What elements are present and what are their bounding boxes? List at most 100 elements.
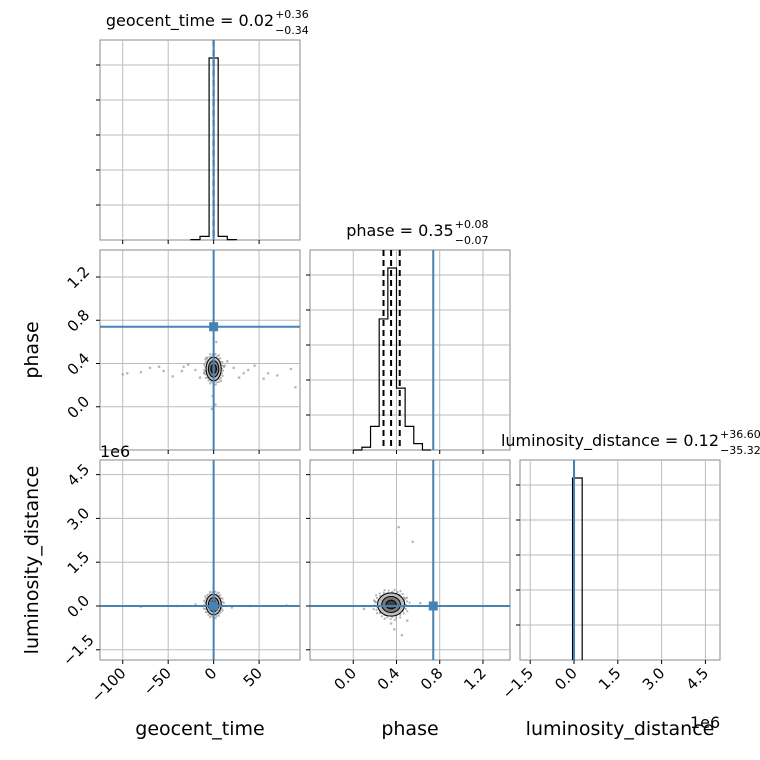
- y-tick-label-luminosity_distance: 4.5: [64, 460, 94, 490]
- x-tick-label-luminosity_distance: 1.5: [595, 664, 625, 694]
- scatter-point: [382, 591, 385, 594]
- scatter-point: [208, 590, 212, 594]
- truth-marker: [428, 601, 438, 611]
- panel-geocent_time-vs-phase: [99, 249, 301, 451]
- y-tick-label-luminosity_distance: 3.0: [64, 504, 94, 534]
- scatter-point: [208, 593, 211, 596]
- panel-frame: [519, 459, 721, 661]
- y-tick-label-luminosity_distance: 0.0: [64, 592, 94, 622]
- scatter-point: [214, 590, 217, 593]
- scatter-point: [393, 628, 396, 631]
- panel-geocent_time-vs-luminosity_distance: [99, 459, 301, 661]
- hist-panel-phase: phase = 0.35 +0.08 −0.07: [306, 218, 511, 451]
- scatter-point: [405, 596, 409, 599]
- y-tick-label-luminosity_distance: 1.5: [64, 548, 94, 578]
- scatter-point: [418, 601, 422, 605]
- scatter-point: [396, 591, 399, 594]
- scatter-point: [182, 365, 185, 369]
- y-axis-label-phase: phase: [21, 321, 43, 378]
- scatter-point: [215, 381, 218, 384]
- x-tick-label-geocent_time: −100: [88, 664, 130, 706]
- scatter-point: [207, 613, 210, 616]
- scatter-point: [219, 357, 222, 360]
- scatter-point: [411, 540, 415, 544]
- hist-panel-geocent_time: geocent_time = 0.02 +0.36 −0.34: [96, 8, 309, 241]
- y-tick-label-luminosity_distance: −1.5: [59, 631, 97, 669]
- scatter-point: [246, 368, 250, 372]
- truth-marker: [209, 601, 219, 611]
- scatter-point: [222, 369, 225, 372]
- scatter-point: [372, 607, 375, 611]
- scatter-point: [204, 611, 207, 614]
- scatter-point: [401, 593, 404, 596]
- title-minus: −35.32: [720, 444, 760, 457]
- scatter-point: [210, 380, 213, 384]
- x-tick-label-luminosity_distance: 0.0: [551, 664, 581, 694]
- scatter-point: [208, 353, 212, 356]
- x-tick-label-phase: 1.2: [460, 664, 490, 694]
- panel-phase-vs-luminosity_distance: [309, 459, 511, 661]
- scatter-point: [221, 374, 224, 377]
- scatter-point: [389, 622, 393, 625]
- x-tick-label-luminosity_distance: −1.5: [499, 664, 537, 702]
- scatter-point: [215, 614, 218, 618]
- title-plus: +36.60: [720, 428, 760, 441]
- scatter-point: [217, 591, 220, 594]
- scatter-point: [219, 379, 223, 383]
- y-tick-label-phase: 0.0: [64, 392, 94, 422]
- title-minus: −0.34: [275, 24, 309, 37]
- x-axis-label-luminosity_distance: luminosity_distance: [526, 718, 715, 740]
- scatter-point: [275, 374, 279, 377]
- y-tick-label-phase: 0.4: [64, 349, 94, 379]
- scatter-point: [194, 368, 197, 372]
- y-tick-label-phase: 0.8: [64, 306, 94, 336]
- scatter-point: [408, 601, 411, 604]
- scatter-point: [405, 619, 409, 622]
- x-tick-label-geocent_time: 0: [201, 664, 220, 683]
- x-tick-label-geocent_time: −50: [140, 664, 175, 699]
- scatter-point: [214, 403, 217, 406]
- scatter-point: [204, 360, 207, 364]
- scatter-point: [221, 364, 224, 367]
- scatter-point: [375, 608, 378, 611]
- histogram-luminosity_distance: [571, 477, 583, 660]
- title-eq: =: [395, 221, 419, 240]
- scatter-point: [162, 369, 165, 373]
- scatter-point: [375, 601, 378, 604]
- scatter-point: [380, 615, 383, 618]
- x-axis-label-phase: phase: [381, 718, 438, 740]
- scatter-point: [374, 594, 378, 597]
- panel-frame: [99, 459, 301, 661]
- scatter-point: [204, 373, 207, 376]
- scatter-point: [406, 610, 409, 613]
- title-geocent_time: geocent_time = 0.02: [106, 11, 274, 31]
- scatter-point: [399, 613, 402, 616]
- scatter-point: [237, 376, 241, 379]
- scatter-point: [393, 588, 396, 592]
- scatter-point: [219, 376, 222, 380]
- x-offset-label: 1e6: [690, 713, 720, 732]
- scatter-point: [221, 609, 224, 612]
- scatter-point: [208, 382, 212, 385]
- title-eq: =: [660, 431, 684, 450]
- truth-marker: [209, 322, 219, 332]
- scatter-point: [215, 340, 218, 344]
- scatter-point: [400, 633, 404, 637]
- scatter-point: [220, 607, 223, 610]
- scatter-point: [157, 365, 161, 369]
- title-plus: +0.08: [455, 218, 489, 231]
- title-label: geocent_time: [106, 11, 215, 31]
- scatter-point: [220, 372, 223, 375]
- scatter-point: [148, 366, 152, 370]
- scatter-point: [207, 379, 210, 382]
- scatter-point: [221, 600, 224, 603]
- title-label: phase: [346, 221, 394, 240]
- scatter-point: [203, 368, 206, 371]
- scatter-point: [393, 618, 396, 622]
- scatter-point: [383, 589, 386, 592]
- scatter-point: [186, 363, 190, 366]
- scatter-point: [378, 592, 381, 595]
- scatter-point: [262, 377, 265, 380]
- scatter-point: [204, 358, 207, 361]
